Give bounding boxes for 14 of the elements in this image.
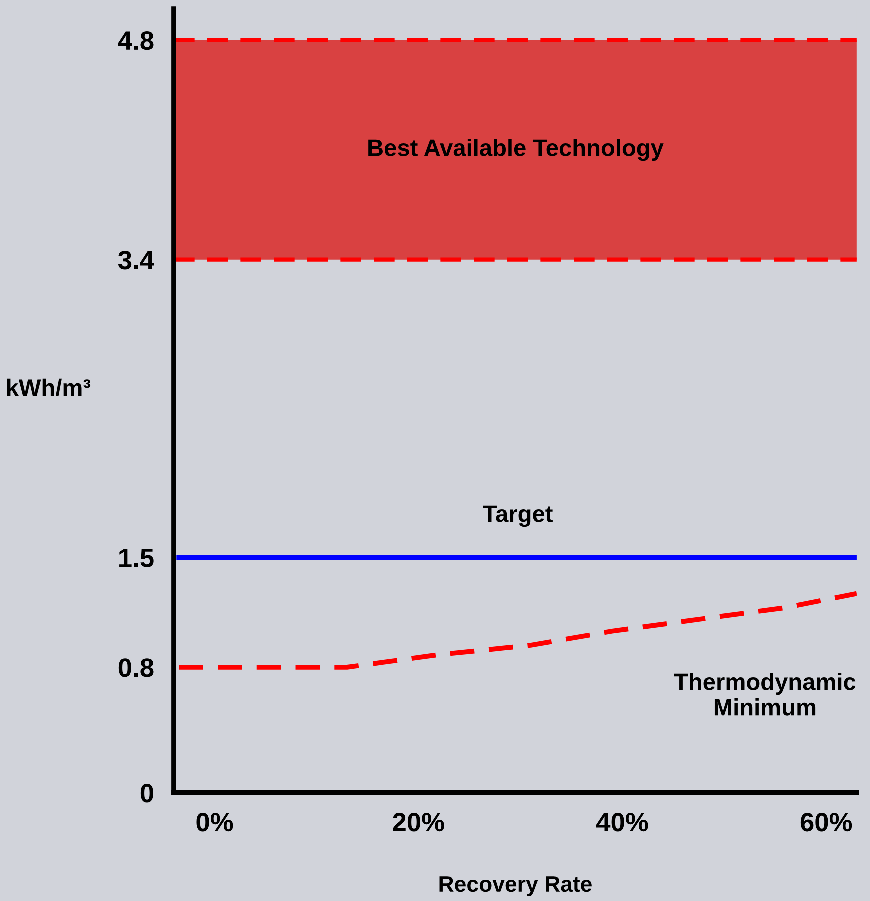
y-tick-label: 0.8: [118, 658, 154, 678]
y-tick-label: 4.8: [118, 32, 154, 50]
series-label: Target: [483, 506, 553, 528]
text: Thermodynamic Minimum: [674, 673, 856, 716]
y-tick-label: 1.5: [120, 549, 154, 568]
y-tick-label: 3.4: [118, 250, 154, 270]
x-tick-label: 0%: [196, 813, 234, 832]
band-label: Best Available Technology: [368, 139, 664, 162]
y-axis-title: kWh/m³: [7, 378, 91, 397]
x-tick-label: 60%: [800, 813, 852, 832]
x-tick-label: 20%: [393, 813, 444, 832]
y-tick-label: 0: [140, 784, 154, 803]
x-axis-title: Recovery Rate: [440, 876, 592, 897]
x-tick-label: 40%: [596, 813, 648, 832]
